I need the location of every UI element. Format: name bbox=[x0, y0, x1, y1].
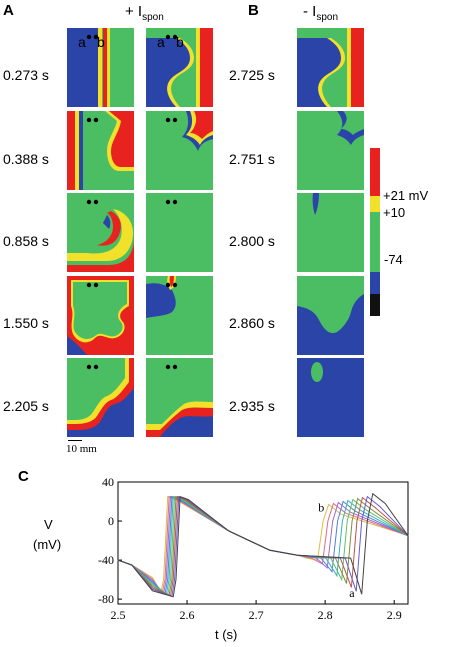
trace-line bbox=[117, 495, 409, 596]
y-axis-label-line1: V bbox=[44, 517, 53, 532]
time-label-left: 0.858 s bbox=[3, 233, 49, 249]
y-tick-label: -40 bbox=[98, 553, 114, 567]
trace-line bbox=[117, 495, 409, 596]
time-label-right: 2.860 s bbox=[229, 315, 275, 331]
marker-dots bbox=[165, 27, 179, 40]
trace-label-a: a bbox=[349, 586, 355, 600]
scale-bar-label: 10 mm bbox=[66, 443, 97, 455]
x-tick-label: 2.6 bbox=[180, 608, 195, 622]
voltage-map-a1-t1 bbox=[67, 111, 134, 190]
x-tick-label: 2.8 bbox=[318, 608, 333, 622]
voltage-map-a2-t4 bbox=[146, 358, 213, 437]
y-tick-label: 40 bbox=[102, 475, 114, 489]
marker-label-a: a bbox=[157, 34, 165, 50]
trace-line bbox=[117, 495, 409, 596]
voltage-map-a2-t3 bbox=[146, 276, 213, 355]
x-tick-label: 2.7 bbox=[249, 608, 264, 622]
trace-line bbox=[117, 495, 409, 595]
time-label-left: 0.388 s bbox=[3, 151, 49, 167]
marker-dots bbox=[86, 275, 100, 293]
time-label-left: 1.550 s bbox=[3, 315, 49, 331]
colorbar-label-mid: +10 bbox=[383, 205, 406, 220]
voltage-map-b-t1 bbox=[297, 111, 364, 190]
plot-frame bbox=[117, 481, 409, 605]
marker-dots bbox=[86, 192, 100, 210]
voltage-map-b-t4 bbox=[297, 358, 364, 437]
time-label-left: 2.205 s bbox=[3, 398, 49, 414]
time-label-right: 2.800 s bbox=[229, 233, 275, 249]
panel-a-letter: A bbox=[3, 2, 14, 19]
marker-label-b: b bbox=[97, 34, 105, 50]
voltage-map-b-t0 bbox=[297, 28, 364, 107]
voltage-map-a2-t1 bbox=[146, 111, 213, 190]
y-tick-label: 0 bbox=[108, 514, 114, 528]
action-potential-chart: 40 0 -40 -80 2.5 2.6 2.7 2.8 2.9 b a bbox=[98, 475, 409, 622]
colorbar-label-max: +21 mV bbox=[383, 188, 429, 203]
marker-label-a: a bbox=[78, 34, 86, 50]
x-tick-label: 2.9 bbox=[387, 608, 402, 622]
time-label-right: 2.935 s bbox=[229, 398, 275, 414]
trace-line bbox=[117, 495, 409, 597]
panel-a-header: + Ispon bbox=[125, 3, 164, 23]
voltage-map-b-t2 bbox=[297, 193, 364, 272]
voltage-map-a1-t3 bbox=[67, 276, 134, 355]
panel-a-header-sub: spon bbox=[142, 12, 164, 23]
trace-label-b: b bbox=[318, 500, 324, 514]
colorbar bbox=[370, 148, 380, 316]
y-tick-label: -80 bbox=[98, 592, 114, 606]
marker-dots bbox=[86, 357, 100, 375]
voltage-map-a1-t0 bbox=[67, 28, 134, 107]
trace-line bbox=[117, 495, 409, 595]
voltage-map-b-t3 bbox=[297, 276, 364, 355]
x-axis-label: t (s) bbox=[215, 627, 238, 642]
time-label-right: 2.725 s bbox=[229, 67, 275, 83]
panel-b-header: - Ispon bbox=[303, 3, 338, 23]
y-axis-label-line2: (mV) bbox=[33, 537, 62, 552]
marker-dots bbox=[86, 27, 100, 40]
marker-dots bbox=[165, 357, 179, 375]
panel-a-header-sign: + I bbox=[125, 3, 143, 20]
time-label-right: 2.751 s bbox=[229, 151, 275, 167]
trace-line bbox=[117, 495, 409, 597]
time-label-left: 0.273 s bbox=[3, 67, 49, 83]
marker-dots bbox=[165, 110, 179, 128]
marker-dots bbox=[165, 192, 179, 210]
voltage-map-a2-t2 bbox=[146, 193, 213, 272]
marker-dots bbox=[86, 110, 100, 128]
voltage-map-a1-t2 bbox=[67, 193, 134, 272]
panel-b-header-sign: - I bbox=[303, 3, 317, 20]
panel-b-header-sub: spon bbox=[316, 12, 339, 23]
x-tick-label: 2.5 bbox=[111, 608, 126, 622]
voltage-map-a1-t4 bbox=[67, 358, 134, 437]
panel-c-letter: C bbox=[18, 468, 29, 485]
marker-dots bbox=[165, 275, 179, 293]
colorbar-label-min: -74 bbox=[384, 252, 403, 267]
trace-line bbox=[117, 492, 409, 598]
panel-b-letter: B bbox=[248, 2, 259, 19]
scale-bar-line bbox=[68, 440, 82, 441]
marker-label-b: b bbox=[176, 34, 184, 50]
voltage-map-a2-t0 bbox=[146, 28, 213, 107]
